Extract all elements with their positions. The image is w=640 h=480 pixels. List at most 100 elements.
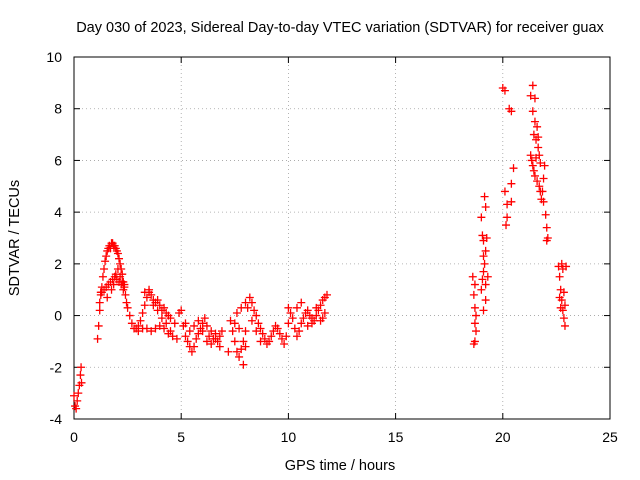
data-point [247,316,256,325]
data-point [303,306,312,315]
x-tick-labels: 0 5 10 15 20 25 [70,429,618,445]
data-point [177,306,186,315]
data-point [312,303,321,312]
data-point [292,303,301,312]
data-point [232,308,241,317]
data-point [560,301,569,310]
data-point [269,327,278,336]
data-point [160,324,169,333]
data-point [77,363,86,372]
data-point [115,254,124,263]
data-point [541,210,550,219]
data-point [530,117,539,126]
data-point [136,316,145,325]
data-point [535,182,544,191]
data-point [533,177,542,186]
data-point [153,296,162,305]
data-point [245,293,254,302]
data-point [470,319,479,328]
x-tick-label: 0 [70,429,78,445]
data-point [185,327,194,336]
data-point [479,306,488,315]
data-point [230,337,239,346]
data-point [207,327,216,336]
data-point [267,332,276,341]
data-point [258,329,267,338]
data-point [140,301,149,310]
data-point [73,396,82,405]
data-point [538,187,547,196]
data-point [539,174,548,183]
data-point [215,332,224,341]
data-point [111,270,120,279]
data-point [200,314,209,323]
y-axis-label: SDTVAR / TECUs [7,180,23,296]
data-point [534,133,543,142]
data-point [74,389,83,398]
data-point [556,303,565,312]
data-point [125,311,134,320]
data-point [277,334,286,343]
y-tick-label: 6 [54,152,62,168]
data-point [503,200,512,209]
data-point [479,267,488,276]
x-tick-label: 25 [602,429,618,445]
data-point [477,213,486,222]
data-point [481,280,490,289]
data-point [555,293,564,302]
grid [74,57,610,419]
data-point [318,314,327,323]
data-point [481,202,490,211]
data-point [70,391,78,400]
data-point [77,378,86,387]
data-point [134,327,143,336]
data-point [562,262,571,271]
data-point [252,311,261,320]
data-point [181,319,190,328]
plot-frame [73,56,611,420]
data-point [140,288,149,297]
data-point [172,334,181,343]
data-point [198,327,207,336]
data-point [322,290,331,299]
data-point [198,319,207,328]
data-point [190,321,199,330]
data-point [480,259,489,268]
data-point [187,347,196,356]
data-point [481,296,490,305]
data-point [528,107,537,116]
data-point [72,404,81,413]
data-point [122,298,131,307]
data-point [235,324,244,333]
data-point [151,324,160,333]
x-tick-label: 10 [281,429,297,445]
data-point [526,91,535,100]
data-point [127,319,136,328]
data-point [98,272,107,281]
data-point [217,327,226,336]
data-point [316,301,325,310]
data-point [530,171,539,180]
data-point [532,153,541,162]
data-point [507,107,516,116]
data-point [202,337,211,346]
data-point [162,319,171,328]
data-point [241,327,250,336]
data-point [116,272,125,281]
data-point [557,259,566,268]
data-point [303,321,312,330]
data-point [119,285,128,294]
data-point [101,257,110,266]
y-tick-label: 0 [54,308,62,324]
data-point [470,280,479,289]
data-point [527,156,536,165]
data-point [540,161,549,170]
data-point [121,290,130,299]
data-point [226,316,235,325]
data-point [528,81,537,90]
data-point [256,337,265,346]
data-point [194,316,203,325]
data-point [215,342,224,351]
data-point [166,327,175,336]
data-point [230,319,239,328]
